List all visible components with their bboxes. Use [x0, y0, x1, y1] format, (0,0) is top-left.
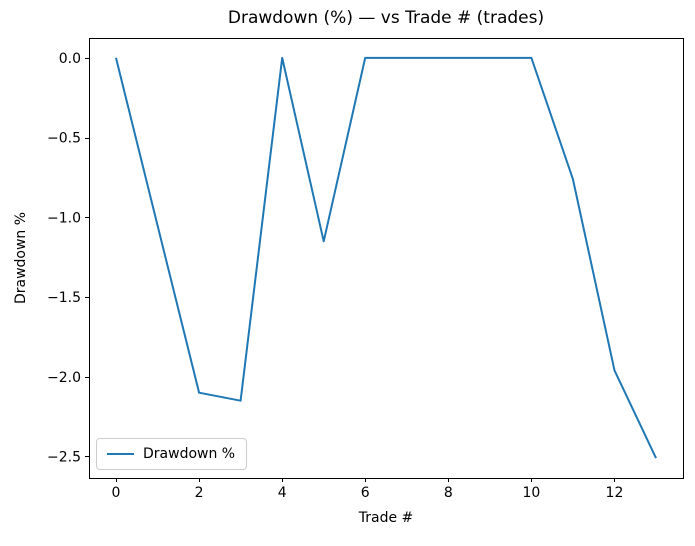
x-tick-label: 0	[112, 485, 121, 501]
y-tick-label: −2.0	[47, 370, 81, 386]
x-tick-label: 10	[522, 485, 540, 501]
y-tick-label: −2.5	[47, 449, 81, 465]
x-tick-label: 2	[195, 485, 204, 501]
y-tick-label: −0.5	[47, 131, 81, 147]
legend-line-sample	[107, 453, 134, 455]
x-tick-label: 8	[444, 485, 453, 501]
chart-title: Drawdown (%) — vs Trade # (trades)	[227, 8, 545, 28]
legend-label: Drawdown %	[143, 446, 236, 462]
y-tick-label: −1.0	[47, 210, 81, 226]
y-tick-label: −1.5	[47, 290, 81, 306]
axes-frame	[89, 38, 684, 479]
y-axis-label: Drawdown %	[13, 211, 29, 305]
x-axis-label: Trade #	[358, 510, 414, 526]
x-tick-label: 4	[278, 485, 287, 501]
legend: Drawdown %	[96, 438, 248, 470]
x-tick-label: 6	[361, 485, 370, 501]
drawdown-line	[115, 56, 657, 459]
y-tick-label: 0.0	[59, 51, 81, 67]
x-tick-label: 12	[606, 485, 624, 501]
